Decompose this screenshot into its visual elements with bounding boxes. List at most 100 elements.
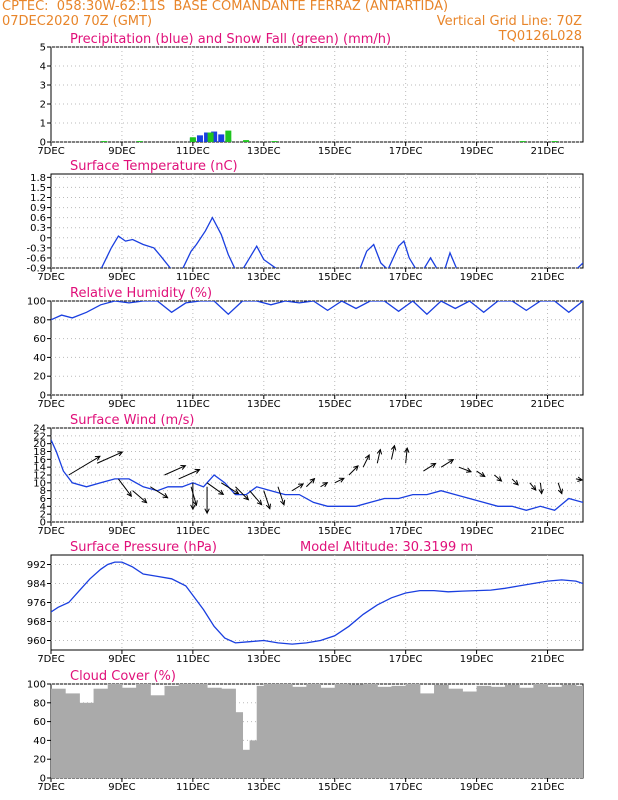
y-tick-label: 20 — [33, 372, 46, 383]
x-tick-label: 13DEC — [247, 654, 281, 665]
cloud-bar — [65, 693, 80, 778]
cloud-bar — [207, 687, 222, 778]
wind-vector-head — [353, 465, 359, 471]
y-tick-label: 0.9 — [30, 203, 46, 214]
y-tick-label: 1.2 — [30, 193, 46, 204]
y-tick-label: 0 — [40, 138, 46, 149]
wind-vector-shaft — [249, 490, 262, 505]
series-line — [51, 439, 583, 512]
plot-area — [51, 301, 583, 321]
y-tick-label: 12 — [33, 471, 46, 482]
snow-bar — [271, 141, 278, 142]
panel-title: Surface Wind (m/s) — [70, 413, 194, 428]
x-tick-label: 9DEC — [108, 782, 135, 793]
y-tick-label: 5 — [40, 43, 46, 54]
panel-title: Surface Pressure (hPa) — [70, 540, 217, 555]
wind-vector-head — [194, 468, 201, 474]
y-tick-label: 1.8 — [30, 173, 46, 184]
y-tick-label: 0 — [40, 774, 46, 785]
snow-bar — [101, 141, 108, 142]
y-tick-label: 0.6 — [30, 213, 46, 224]
y-tick-label: 0 — [40, 233, 46, 244]
y-tick-label: 6 — [40, 494, 46, 505]
x-tick-label: 11DEC — [176, 272, 210, 283]
snow-bar — [136, 141, 143, 142]
x-tick-label: 19DEC — [460, 146, 494, 157]
y-tick-label: 960 — [27, 636, 46, 647]
panel-4: Surface Wind (m/s)0246810121416182022247… — [33, 413, 584, 537]
header-line2-left: 07DEC2020 70Z (GMT) — [2, 14, 153, 29]
panel-5: Surface Pressure (hPa) Model Altitude: 30… — [27, 540, 584, 665]
wind-vector-head — [298, 483, 305, 489]
wind-vector-head — [243, 494, 250, 501]
x-tick-label: 17DEC — [389, 526, 423, 537]
x-tick-label: 9DEC — [108, 146, 135, 157]
panel-annotation: Model Altitude: 30.3199 m — [300, 540, 473, 555]
y-tick-label: 4 — [40, 502, 46, 513]
cloud-bar — [235, 749, 251, 778]
cloud-bar — [405, 684, 421, 778]
y-tick-label: 60 — [33, 334, 46, 345]
cloud-bar — [79, 702, 95, 778]
cloud-bar — [377, 686, 392, 778]
wind-vector-shaft — [390, 445, 396, 460]
panel-title: Cloud Cover (%) — [70, 669, 176, 684]
wind-vector-shaft — [68, 455, 101, 476]
x-tick-label: 19DEC — [460, 272, 494, 283]
x-tick-label: 11DEC — [176, 526, 210, 537]
wind-vector-shaft — [458, 466, 472, 473]
cloud-bar — [462, 691, 478, 778]
x-tick-label: 9DEC — [108, 399, 135, 410]
cloud-bar — [561, 684, 577, 778]
wind-vector-shaft — [263, 490, 271, 509]
y-tick-label: 2 — [40, 100, 46, 111]
cloud-bar — [348, 684, 364, 778]
wind-vector-shaft — [362, 454, 370, 468]
y-tick-label: 14 — [33, 463, 46, 474]
wind-vector-head — [376, 448, 383, 455]
y-tick-label: 976 — [27, 598, 46, 609]
wind-vector-head — [94, 455, 101, 461]
cloud-bar — [519, 687, 534, 778]
wind-vector-head — [390, 444, 397, 451]
x-tick-label: 17DEC — [389, 782, 423, 793]
y-tick-label: 4 — [40, 62, 46, 73]
cloud-bar — [192, 684, 208, 778]
wind-vector-head — [338, 477, 345, 483]
snow-bar — [189, 137, 196, 142]
x-tick-label: 13DEC — [247, 526, 281, 537]
y-tick-label: 0 — [40, 391, 46, 402]
x-tick-label: 19DEC — [460, 399, 494, 410]
y-tick-label: -0.3 — [26, 243, 46, 254]
x-tick-label: 9DEC — [108, 654, 135, 665]
cloud-bar — [448, 688, 463, 778]
wind-vector-shaft — [494, 474, 502, 482]
cloud-bar — [334, 684, 350, 778]
wind-vector-shaft — [220, 482, 239, 495]
wind-vector-shaft — [96, 451, 123, 464]
wind-vector-head — [322, 482, 329, 488]
panel-3: Relative Humidity (%) 0 20 40 60 80 100 7DEC 9DE… — [27, 286, 584, 410]
cloud-bar — [121, 687, 137, 778]
cloud-bar — [136, 684, 151, 778]
y-tick-label: 2 — [40, 510, 46, 521]
panel-6: Cloud Cover (%) 0 20 40 60 80 100 7DEC 9DEC 11DEC… — [27, 669, 584, 793]
wind-vector-head — [538, 488, 544, 495]
y-tick-label: 0.3 — [30, 223, 46, 234]
x-tick-label: 11DEC — [176, 782, 210, 793]
x-tick-label: 15DEC — [318, 146, 352, 157]
wind-vector-head — [204, 508, 210, 515]
y-tick-label: 40 — [33, 736, 46, 747]
wind-vector-shaft — [206, 482, 224, 495]
wind-vector-shaft — [511, 478, 519, 486]
wind-vector-head — [218, 489, 225, 496]
wind-vector-head — [448, 459, 455, 465]
x-tick-label: 15DEC — [318, 782, 352, 793]
y-tick-label: -0.6 — [26, 253, 46, 264]
wind-vector-shaft — [334, 477, 345, 484]
wind-vector-shaft — [117, 478, 132, 497]
x-tick-label: 21DEC — [531, 399, 565, 410]
wind-vector-shaft — [320, 482, 328, 488]
x-tick-label: 15DEC — [318, 654, 352, 665]
wind-vector-head — [126, 491, 132, 498]
